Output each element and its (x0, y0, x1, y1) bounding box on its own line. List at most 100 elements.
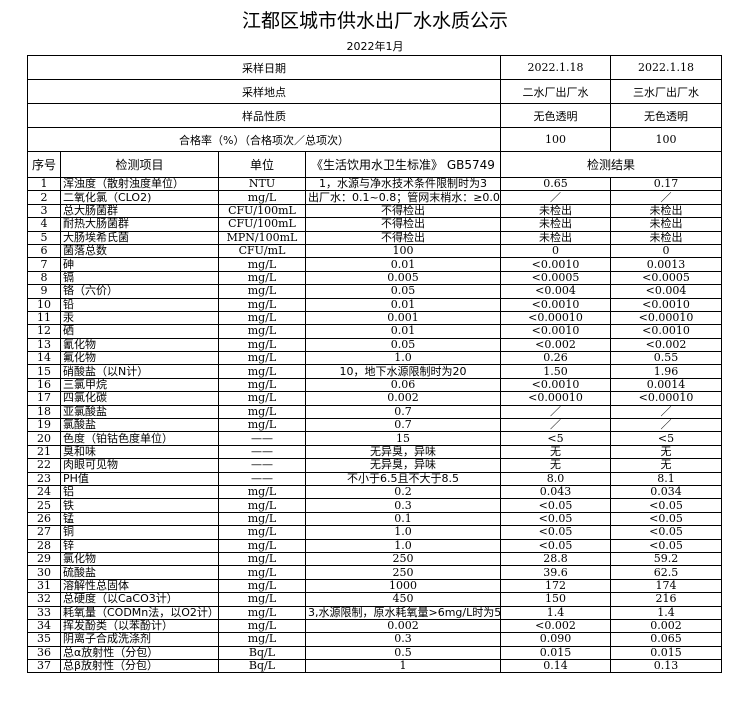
row-no: 37 (27, 659, 61, 674)
standard-limit: 100 (305, 243, 501, 259)
table-row: 9 铬（六价） mg/L 0.05 <0.004 <0.004 (27, 284, 722, 299)
row-no: 19 (27, 418, 61, 433)
item-name: 总大肠菌群 (60, 203, 219, 219)
table-row: 14 氟化物 mg/L 1.0 0.26 0.55 (27, 351, 722, 366)
standard-limit: 不得检出 (305, 203, 501, 219)
result-plant-3: <0.0010 (610, 324, 722, 339)
report-date: 2022年1月 (346, 40, 404, 53)
unit: mg/L (218, 337, 306, 353)
unit: mg/L (218, 618, 306, 634)
row-no: 25 (27, 498, 61, 513)
row-no: 33 (27, 605, 61, 620)
col-no: 序号 (27, 151, 61, 178)
table-row: 16 三氯甲烷 mg/L 0.06 <0.0010 0.0014 (27, 377, 722, 393)
item-name: 三氯甲烷 (60, 377, 219, 393)
result-plant-3: <0.05 (610, 538, 722, 553)
result-plant-3: 0.0013 (610, 257, 722, 272)
row-no: 1 (27, 176, 61, 192)
result-plant-2: 150 (500, 592, 611, 607)
pass-rate-row: 合格率（%）（合格项次／总项次） 100 100 (27, 127, 722, 152)
result-plant-3: 0 (610, 243, 722, 259)
result-plant-3: 0.13 (610, 659, 722, 674)
standard-limit: 3,水源限制，原水耗氧量>6mg/L时为5 (305, 605, 501, 620)
table-row: 35 阴离子合成洗涤剂 mg/L 0.3 0.090 0.065 (27, 632, 722, 647)
row-no: 14 (27, 351, 61, 366)
row-no: 15 (27, 364, 61, 379)
header-label: 采样日期 (27, 55, 501, 80)
page-title: 江都区城市供水出厂水水质公示 (241, 10, 508, 32)
unit: CFU/mL (218, 243, 306, 259)
unit: NTU (218, 176, 306, 192)
table-row: 15 硝酸盐（以N计） mg/L 10，地下水源限制时为20 1.50 1.96 (27, 364, 722, 379)
result-plant-2: 28.8 (500, 551, 611, 567)
result-plant-2: <5 (500, 431, 611, 446)
unit: mg/L (218, 632, 306, 647)
row-no: 26 (27, 511, 61, 527)
col-item: 检测项目 (60, 151, 219, 178)
table-row: 5 大肠埃希氏菌 MPN/100mL 不得检出 未检出 未检出 (27, 230, 722, 245)
standard-limit: 250 (305, 565, 501, 580)
table-row: 19 氯酸盐 mg/L 0.7 ／／ (27, 418, 722, 433)
table-row: 20 色度（铂钴色度单位） —— 15 <5 <5 (27, 431, 722, 446)
header-label: 采样地点 (27, 79, 501, 104)
result-plant-2: 未检出 (500, 217, 611, 232)
result-plant-3: <0.0005 (610, 270, 722, 286)
result-plant-3: 0.0014 (610, 377, 722, 393)
table-row: 36 总α放射性（分包） Bq/L 0.5 0.015 0.015 (27, 645, 722, 661)
result-plant-2: 0 (500, 243, 611, 259)
item-name: 浑浊度（散射浊度单位） (60, 176, 219, 192)
result-plant-3: 0.034 (610, 484, 722, 500)
row-no: 32 (27, 592, 61, 607)
row-no: 12 (27, 324, 61, 339)
item-name: 汞 (60, 310, 219, 326)
item-name: 氯化物 (60, 551, 219, 567)
standard-limit: 0.005 (305, 270, 501, 286)
unit: mg/L (218, 391, 306, 406)
standard-limit: 15 (305, 431, 501, 446)
result-plant-2: 未检出 (500, 203, 611, 219)
result-plant-2: 172 (500, 578, 611, 594)
item-name: 阴离子合成洗涤剂 (60, 632, 219, 647)
row-no: 22 (27, 458, 61, 473)
result-plant-2: 1.50 (500, 364, 611, 379)
result-plant-3: 无 (610, 458, 722, 473)
standard-limit: 0.05 (305, 337, 501, 353)
unit: —— (218, 444, 306, 460)
table-row: 10 铅 mg/L 0.01 <0.0010 <0.0010 (27, 297, 722, 312)
unit: mg/L (218, 592, 306, 607)
row-no: 28 (27, 538, 61, 553)
unit: mg/L (218, 297, 306, 312)
result-plant-2: <0.0010 (500, 324, 611, 339)
header-label: 样品性质 (27, 103, 501, 128)
item-name: 亚氯酸盐 (60, 404, 219, 420)
item-name: 臭和味 (60, 444, 219, 460)
standard-limit: 不得检出 (305, 230, 501, 245)
standard-limit: 0.001 (305, 310, 501, 326)
row-no: 2 (27, 190, 61, 205)
table-row: 21 臭和味 —— 无异臭，异味无无 (27, 444, 722, 460)
result-plant-2: 39.6 (500, 565, 611, 580)
result-plant-2: 0.14 (500, 659, 611, 674)
standard-limit: 250 (305, 551, 501, 567)
unit: —— (218, 471, 306, 486)
item-name: 锌 (60, 538, 219, 553)
result-plant-2: <0.0010 (500, 377, 611, 393)
result-plant-3: <0.05 (610, 525, 722, 540)
result-plant-2: <0.002 (500, 337, 611, 353)
result-plant-3: 0.55 (610, 351, 722, 366)
row-no: 27 (27, 525, 61, 540)
item-name: 铬（六价） (60, 284, 219, 299)
unit: MPN/100mL (218, 230, 306, 245)
row-no: 20 (27, 431, 61, 446)
result-plant-3: 8.1 (610, 471, 722, 486)
result-plant-3: 未检出 (610, 217, 722, 232)
result-plant-2: ／ (500, 418, 611, 433)
result-plant-2: <0.05 (500, 538, 611, 553)
standard-limit: 0.7 (305, 418, 501, 433)
result-plant-2: ／ (500, 404, 611, 420)
unit: mg/L (218, 511, 306, 527)
col-result: 检测结果 (500, 151, 722, 178)
unit: mg/L (218, 270, 306, 286)
table-row: 7 砷 mg/L 0.01 <0.0010 0.0013 (27, 257, 722, 272)
table-row: 1 浑浊度（散射浊度单位） NTU 1，水源与净水技术条件限制时为3 0.65 0.17 (27, 176, 722, 192)
